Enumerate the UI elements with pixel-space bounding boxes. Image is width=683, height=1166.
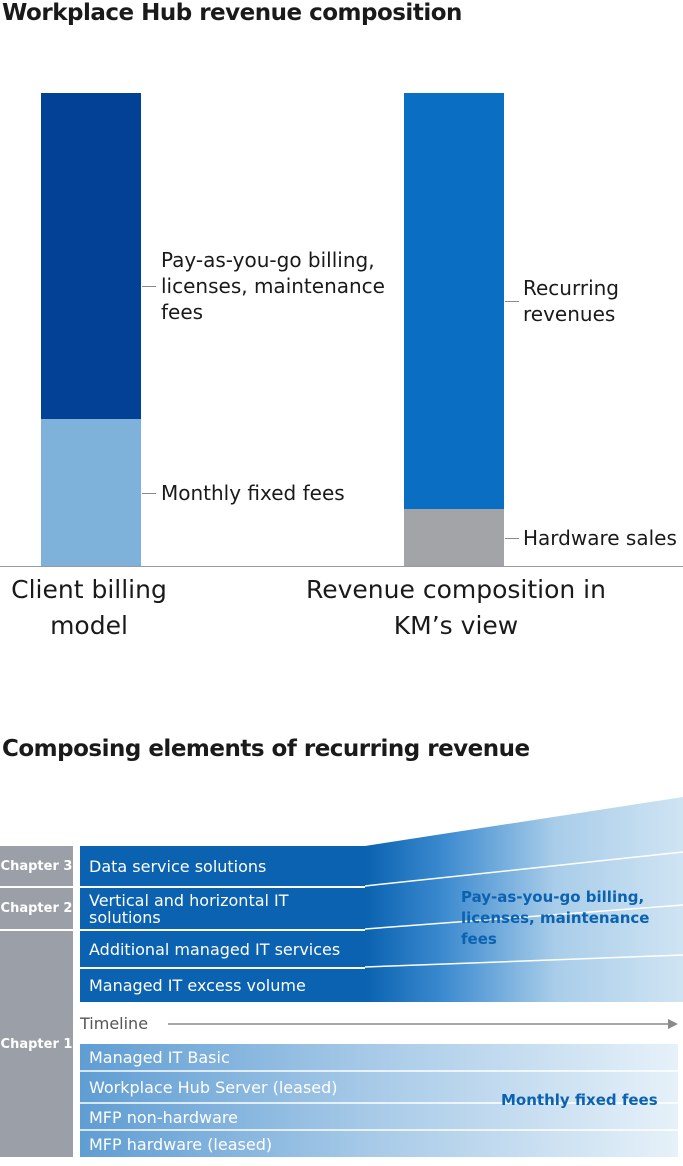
chart-baseline — [0, 566, 683, 567]
row-label: Managed IT excess volume — [89, 976, 306, 995]
row-label: Vertical and horizontal IT solutions — [89, 890, 289, 927]
diagram-title: Composing elements of recurring revenue — [2, 736, 530, 762]
bar-client-payg — [41, 93, 141, 419]
bar-km-hardware — [404, 509, 504, 566]
category-label-client: Client billing model — [11, 575, 167, 640]
bar-client-fixed — [41, 419, 141, 566]
payg-note: Pay-as-you-go billing, licenses, mainten… — [461, 888, 650, 948]
chapter-1-label: Chapter 1 — [0, 931, 73, 1157]
row-separator — [364, 904, 683, 930]
row-label: Managed IT Basic — [89, 1048, 230, 1067]
row-label: Data service solutions — [89, 856, 267, 876]
bar-km-recurring — [404, 93, 504, 509]
timeline-label: Timeline — [80, 1014, 149, 1033]
row-data-service-solutions: Data service solutions — [80, 846, 365, 886]
recurring-growth-wedge — [365, 797, 683, 1002]
row-mfp-non-hardware: MFP non-hardware — [80, 1104, 480, 1130]
row-label: MFP hardware (leased) — [89, 1134, 273, 1154]
label-tick — [505, 538, 519, 539]
row-mfp-hardware: MFP hardware (leased) — [80, 1131, 480, 1157]
segment-label-payg: Pay-as-you-go billing, licenses, mainten… — [161, 248, 385, 324]
row-vertical-horizontal-it: Vertical and horizontal IT solutions — [80, 888, 365, 929]
category-label-km: Revenue composition in KM’s view — [306, 575, 606, 640]
timeline-arrowhead — [668, 1019, 678, 1029]
row-managed-it-excess: Managed IT excess volume — [80, 969, 365, 1002]
chapter-3-label: Chapter 3 — [0, 846, 73, 886]
row-label: Workplace Hub Server (leased) — [89, 1078, 338, 1097]
label-tick — [142, 493, 156, 494]
row-label: Additional managed IT services — [89, 939, 341, 959]
chapter-2-label: Chapter 2 — [0, 888, 73, 929]
row-workplace-hub-server: Workplace Hub Server (leased) — [80, 1072, 480, 1103]
label-tick — [505, 301, 519, 302]
fixed-fees-note: Monthly fixed fees — [501, 1091, 658, 1109]
label-tick — [142, 286, 156, 287]
chart-title: Workplace Hub revenue composition — [2, 0, 462, 26]
segment-label-monthly: Monthly fixed fees — [161, 481, 345, 505]
row-managed-it-basic: Managed IT Basic — [80, 1044, 480, 1071]
segment-label-hardware: Hardware sales — [523, 526, 677, 550]
row-separator — [364, 851, 683, 887]
fixed-fees-band — [80, 1044, 678, 1157]
row-label: MFP non-hardware — [89, 1107, 238, 1127]
row-separator — [364, 954, 683, 968]
segment-label-recurring: Recurring revenues — [523, 276, 619, 326]
row-additional-managed-it: Additional managed IT services — [80, 931, 365, 967]
